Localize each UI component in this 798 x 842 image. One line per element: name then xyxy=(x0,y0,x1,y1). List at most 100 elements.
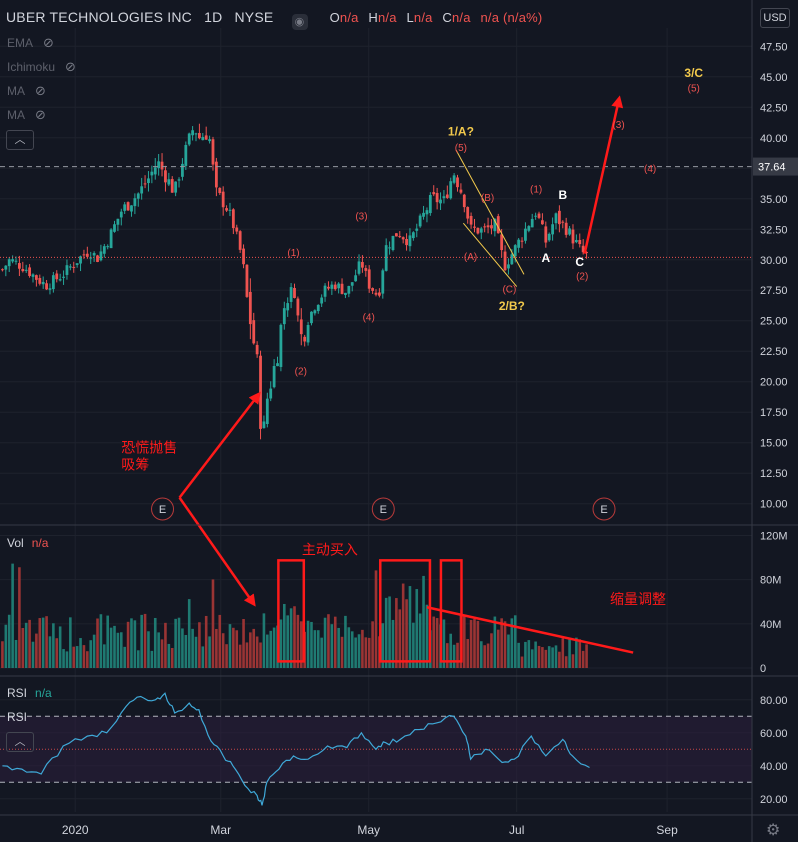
candle-body xyxy=(473,226,476,228)
volume-bar xyxy=(65,651,69,668)
volume-bar xyxy=(225,644,228,668)
volume-bar xyxy=(48,636,52,668)
candle-body xyxy=(313,310,317,314)
annotation-text: 缩量调整 xyxy=(610,592,666,608)
symbol-title[interactable]: UBER TECHNOLOGIES INC xyxy=(6,9,192,25)
candle-body xyxy=(276,363,279,367)
candle-body xyxy=(28,267,31,276)
indicator-ichimoku[interactable]: Ichimoku ⊘ xyxy=(7,59,76,75)
volume-bar xyxy=(228,624,232,668)
volume-bar xyxy=(357,634,361,668)
wave-label: (3) xyxy=(355,212,367,223)
volume-bar xyxy=(503,621,507,668)
chart-header: UBER TECHNOLOGIES INC 1D NYSE ◉ On/a Hn/… xyxy=(6,9,542,30)
indicator-ma-2[interactable]: MA ⊘ xyxy=(7,107,46,123)
hide-eye-icon[interactable]: ◉ xyxy=(291,14,308,30)
collapse-legend-button[interactable]: ︿ xyxy=(6,130,34,150)
chevron-up-icon: ︿ xyxy=(14,134,26,146)
candle-body xyxy=(164,170,167,183)
volume-bar xyxy=(330,624,334,668)
candle-body xyxy=(371,288,375,291)
candle-body xyxy=(483,226,487,228)
volume-bar xyxy=(119,632,123,668)
volume-bar xyxy=(113,625,116,668)
volume-bar xyxy=(7,614,11,668)
volume-bar xyxy=(415,589,419,668)
projection-arrow xyxy=(583,95,624,254)
volume-bar xyxy=(422,575,425,668)
rsi-label-2: RSI xyxy=(7,710,28,724)
volume-bar xyxy=(96,618,99,668)
volume-bar xyxy=(313,630,317,668)
volume-bar xyxy=(150,650,154,668)
volume-bar xyxy=(218,614,222,668)
indicator-ema[interactable]: EMA ⊘ xyxy=(7,35,54,51)
candle-body xyxy=(62,276,65,278)
candle-body xyxy=(14,260,18,262)
volume-bar xyxy=(323,617,327,668)
wave-label: 1/A? xyxy=(448,124,474,138)
volume-bar xyxy=(496,629,500,668)
volume-bar xyxy=(551,647,554,668)
candle-body xyxy=(65,265,69,275)
volume-bar xyxy=(405,599,408,668)
rsi-pane[interactable] xyxy=(0,692,752,806)
candle-body xyxy=(337,283,341,289)
candle-body xyxy=(184,144,188,166)
volume-bar xyxy=(524,641,527,668)
collapse-rsi-button[interactable]: ︿ xyxy=(6,732,34,752)
candle-body xyxy=(55,273,59,280)
candle-body xyxy=(547,233,551,241)
candle-body xyxy=(299,319,303,335)
price-tick-label: 35.00 xyxy=(760,194,788,206)
volume-bar xyxy=(184,634,188,668)
candle-body xyxy=(289,287,293,302)
eye-crossed-icon[interactable]: ⊘ xyxy=(35,83,46,98)
candle-body xyxy=(581,245,585,253)
candle-body xyxy=(269,388,273,399)
chevron-up-icon: ︿ xyxy=(14,736,26,748)
candle-body xyxy=(377,292,381,296)
volume-bar xyxy=(130,618,133,668)
volume-legend[interactable]: Vol n/a xyxy=(7,536,48,550)
price-pane[interactable] xyxy=(0,123,752,440)
price-tick-label: 45.00 xyxy=(760,72,788,84)
eye-crossed-icon[interactable]: ⊘ xyxy=(65,59,76,74)
wave-label: (3) xyxy=(612,120,624,131)
candle-body xyxy=(534,215,538,217)
price-tick-label: 40.00 xyxy=(760,133,788,145)
eye-crossed-icon[interactable]: ⊘ xyxy=(43,35,54,50)
close-value: n/a xyxy=(451,10,471,25)
volume-bar xyxy=(578,639,582,668)
candle-body xyxy=(513,245,517,257)
candle-body xyxy=(530,218,534,228)
annotation-text: 恐慌抛售 xyxy=(121,440,177,456)
eye-crossed-icon[interactable]: ⊘ xyxy=(35,107,46,122)
candle-body xyxy=(41,281,45,285)
candle-body xyxy=(221,191,225,208)
currency-button[interactable]: USD xyxy=(760,8,790,28)
volume-bar xyxy=(432,616,436,668)
candle-body xyxy=(564,222,568,235)
indicator-ma-1[interactable]: MA ⊘ xyxy=(7,83,46,99)
wave-label: (2) xyxy=(295,366,307,377)
candle-body xyxy=(187,133,191,145)
candle-body xyxy=(466,207,470,219)
candle-body xyxy=(34,275,38,280)
candle-body xyxy=(361,262,364,268)
interval-label[interactable]: 1D xyxy=(204,9,223,25)
candle-body xyxy=(479,228,483,233)
candle-body xyxy=(248,291,252,325)
settings-gear-icon[interactable]: ⚙ xyxy=(766,822,781,839)
candle-body xyxy=(136,193,140,199)
volume-bar xyxy=(493,616,497,668)
candle-body xyxy=(574,240,578,243)
candle-body xyxy=(167,179,171,185)
rsi-legend[interactable]: RSI n/a xyxy=(7,686,52,700)
volume-bar xyxy=(58,626,62,668)
volume-bar xyxy=(537,645,541,668)
rsi-tick-label: 60.00 xyxy=(760,728,788,740)
